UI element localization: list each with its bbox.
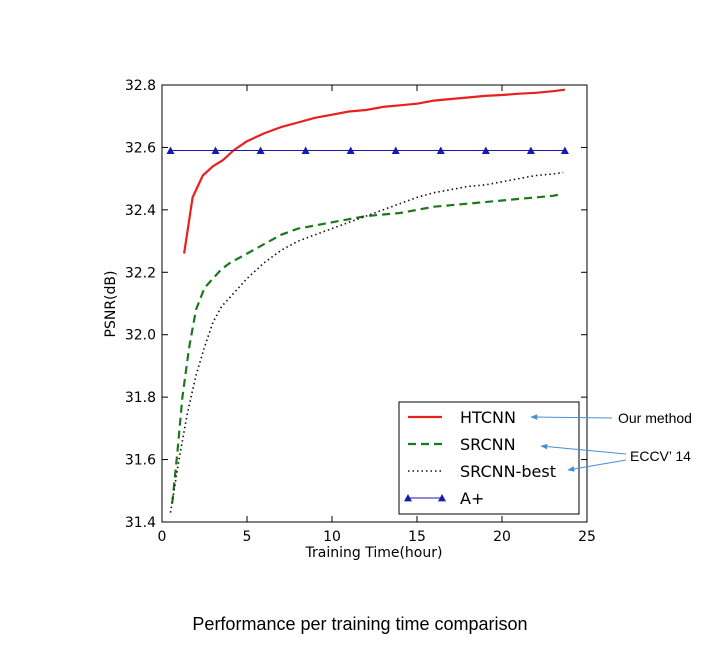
axis-ticks: 0 5 10 15 20 25 31.4 31.6 31.8 32.0 32.2 32.4 32.6 32… xyxy=(125,78,596,545)
x-tick-label: 25 xyxy=(578,529,596,545)
y-tick-label: 32.4 xyxy=(125,203,156,219)
y-tick-label: 32.2 xyxy=(125,265,156,281)
eccv-arrow-srcnn-best xyxy=(567,459,627,472)
a-plus-marker xyxy=(391,146,400,154)
a-plus-marker xyxy=(256,146,265,154)
x-tick-label: 20 xyxy=(493,529,511,545)
legend: HTCNN SRCNN SRCNN-best A+ xyxy=(398,401,580,515)
figure-caption: Performance per training time comparison xyxy=(192,614,528,634)
our-method-annotation: Our method xyxy=(618,410,692,426)
y-tick-label: 31.6 xyxy=(125,453,156,469)
series-line-srcnn-best xyxy=(169,171,564,513)
legend-marker xyxy=(404,494,412,502)
legend-label: HTCNN xyxy=(460,408,516,427)
legend-marker xyxy=(438,494,446,502)
a-plus-marker xyxy=(166,146,175,154)
eccv-arrow-srcnn xyxy=(540,443,627,455)
a-plus-marker xyxy=(346,146,355,154)
a-plus-marker xyxy=(481,146,490,154)
legend-label: SRCNN-best xyxy=(460,462,556,481)
plot-frame xyxy=(161,84,588,523)
series-line-srcnn xyxy=(171,193,562,504)
x-tick-label: 15 xyxy=(408,529,426,545)
legend-box xyxy=(398,401,580,515)
series-line-htcnn xyxy=(183,88,566,254)
y-tick-label: 32.8 xyxy=(125,78,156,94)
annotations: Our method ECCV’ 14 xyxy=(530,410,692,472)
y-tick-label: 31.4 xyxy=(125,515,156,531)
a-plus-marker xyxy=(301,146,310,154)
y-tick-label: 32.0 xyxy=(125,328,156,344)
a-plus-marker xyxy=(560,146,569,154)
legend-entries: HTCNN SRCNN SRCNN-best A+ xyxy=(404,408,556,508)
series-layer xyxy=(166,88,569,513)
x-axis-label: Training Time(hour) xyxy=(305,545,443,561)
y-tick-label: 31.8 xyxy=(125,390,156,406)
a-plus-marker xyxy=(211,146,220,154)
a-plus-marker xyxy=(526,146,535,154)
legend-label: SRCNN xyxy=(460,435,516,454)
y-tick-label: 32.6 xyxy=(125,140,156,156)
y-axis-label: PSNR(dB) xyxy=(103,271,119,338)
a-plus-marker xyxy=(436,146,445,154)
x-tick-label: 0 xyxy=(158,529,167,545)
our-method-arrow xyxy=(530,414,613,420)
x-tick-label: 10 xyxy=(323,529,341,545)
legend-label: A+ xyxy=(460,489,484,508)
eccv-annotation: ECCV’ 14 xyxy=(630,448,691,464)
x-tick-label: 5 xyxy=(243,529,252,545)
